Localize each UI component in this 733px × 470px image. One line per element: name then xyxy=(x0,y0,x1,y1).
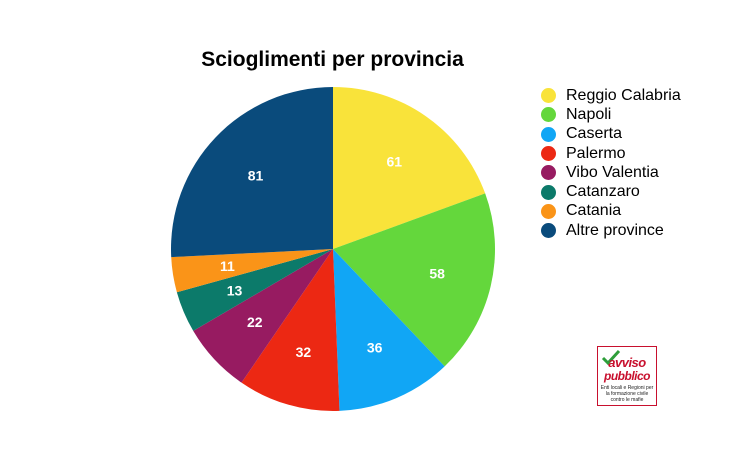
legend-label: Vibo Valentia xyxy=(566,163,659,181)
legend-swatch xyxy=(541,126,556,142)
legend-item: Palermo xyxy=(541,144,681,163)
legend-item: Vibo Valentia xyxy=(541,163,681,182)
avviso-pubblico-logo: avviso pubblico Enti locali e Regioni pe… xyxy=(597,346,657,406)
data-label-vibo-valentia: 22 xyxy=(247,314,263,330)
pie-slice-altre-province xyxy=(171,87,333,258)
legend-swatch xyxy=(541,223,556,239)
logo-text-pubblico: pubblico xyxy=(604,369,651,383)
legend-item: Catania xyxy=(541,202,681,221)
legend-item: Caserta xyxy=(541,125,681,144)
legend-label: Napoli xyxy=(566,105,612,123)
legend-swatch xyxy=(541,184,556,200)
legend-label: Caserta xyxy=(566,125,623,143)
pie-slices xyxy=(171,87,496,411)
legend-label: Altre province xyxy=(566,221,664,239)
data-label-reggio-calabria: 61 xyxy=(386,153,402,169)
pie-slice-catanzaro xyxy=(176,249,333,331)
data-label-catanzaro: 13 xyxy=(227,283,243,299)
legend-swatch xyxy=(541,88,556,104)
logo-tagline: Enti locali e Regioni per la formazione … xyxy=(600,385,654,403)
data-label-catania: 11 xyxy=(220,258,235,274)
legend-item: Altre province xyxy=(541,221,681,240)
pie-slice-palermo xyxy=(241,249,340,411)
legend-label: Palermo xyxy=(566,144,626,162)
legend-swatch xyxy=(541,203,556,219)
logo-text-avviso: avviso xyxy=(608,355,646,370)
legend-swatch xyxy=(541,165,556,181)
data-label-napoli: 58 xyxy=(429,265,445,281)
data-label-caserta: 36 xyxy=(367,339,383,355)
pie-slice-caserta xyxy=(333,249,445,411)
legend-swatch xyxy=(541,107,556,123)
pie-slice-reggio-calabria xyxy=(333,87,486,249)
checkmark-icon xyxy=(601,349,621,365)
pie-slice-napoli xyxy=(333,193,496,367)
legend-item: Catanzaro xyxy=(541,182,681,201)
pie-slice-catania xyxy=(171,249,333,293)
data-label-palermo: 32 xyxy=(296,344,312,360)
legend-label: Reggio Calabria xyxy=(566,86,681,104)
pie-slice-vibo-valentia xyxy=(193,249,333,383)
legend-label: Catanzaro xyxy=(566,183,640,201)
legend-item: Reggio Calabria xyxy=(541,86,681,105)
chart-title: Scioglimenti per provincia xyxy=(201,48,464,71)
legend-swatch xyxy=(541,146,556,162)
legend-item: Napoli xyxy=(541,105,681,124)
chart-legend: Reggio Calabria Napoli Caserta Palermo Vibo … xyxy=(541,86,681,240)
legend-label: Catania xyxy=(566,202,622,220)
data-label-altre-province: 81 xyxy=(248,167,264,183)
